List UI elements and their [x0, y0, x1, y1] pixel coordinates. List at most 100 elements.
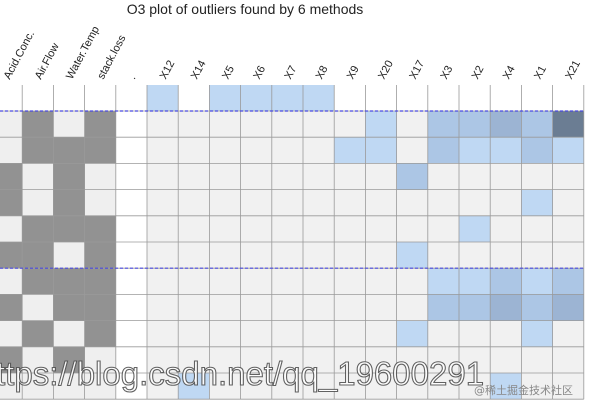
outlier-cell [147, 242, 179, 269]
variable-cell [84, 242, 116, 269]
outlier-cell [427, 373, 459, 400]
outlier-cell [271, 346, 303, 373]
variable-cell [84, 137, 116, 164]
header-cell [521, 85, 553, 111]
variable-cell [115, 294, 147, 321]
column-label: X17 [407, 58, 427, 81]
outlier-cell [490, 163, 522, 190]
variable-cell [22, 111, 54, 138]
variable-cell [115, 111, 147, 138]
variable-cell [84, 268, 116, 295]
outlier-cell [490, 268, 522, 295]
outlier-cell [271, 111, 303, 138]
outlier-cell [365, 242, 397, 269]
variable-cell [22, 320, 54, 347]
variable-cell [53, 215, 85, 242]
chart-title: O3 plot of outliers found by 6 methods [127, 1, 364, 17]
header-cell [147, 85, 179, 111]
outlier-cell [427, 163, 459, 190]
outlier-cell [490, 294, 522, 321]
column-label: X14 [189, 58, 209, 81]
outlier-cell [334, 346, 366, 373]
variable-cell [22, 163, 54, 190]
variable-cell [84, 189, 116, 216]
outlier-cell [303, 163, 335, 190]
outlier-cell [271, 189, 303, 216]
outlier-cell [365, 373, 397, 400]
header-cell [427, 85, 459, 111]
outlier-cell [334, 294, 366, 321]
variable-cell [22, 294, 54, 321]
outlier-cell [365, 346, 397, 373]
outlier-cell [303, 111, 335, 138]
outlier-cell [396, 137, 428, 164]
outlier-cell [396, 111, 428, 138]
outlier-cell [303, 294, 335, 321]
outlier-cell [521, 268, 553, 295]
variable-cell [53, 294, 85, 321]
outlier-cell [459, 242, 491, 269]
variable-cell [53, 268, 85, 295]
outlier-cell [271, 137, 303, 164]
outlier-cell [334, 242, 366, 269]
outlier-cell [490, 373, 522, 400]
outlier-cell [427, 111, 459, 138]
column-label: X8 [314, 64, 331, 82]
outlier-cell [459, 111, 491, 138]
outlier-cell [303, 215, 335, 242]
outlier-cell [490, 242, 522, 269]
outlier-cell [147, 346, 179, 373]
variable-cell [115, 163, 147, 190]
outlier-cell [365, 294, 397, 321]
variable-cell [115, 320, 147, 347]
variable-cell [84, 215, 116, 242]
outlier-cell [240, 111, 272, 138]
outlier-cell [521, 242, 553, 269]
outlier-cell [552, 346, 584, 373]
outlier-cell [240, 163, 272, 190]
variable-cell [22, 373, 54, 400]
outlier-cell [552, 294, 584, 321]
variable-cell [84, 320, 116, 347]
outlier-cell [240, 320, 272, 347]
variable-cell [22, 137, 54, 164]
outlier-cell [178, 215, 210, 242]
variable-cell [0, 294, 23, 321]
outlier-cell [334, 163, 366, 190]
outlier-cell [490, 346, 522, 373]
variable-cell [53, 111, 85, 138]
outlier-cell [209, 242, 241, 269]
variable-cell [0, 163, 23, 190]
variable-cell [115, 137, 147, 164]
outlier-cell [303, 320, 335, 347]
outlier-cell [334, 215, 366, 242]
outlier-cell [490, 215, 522, 242]
variable-cell [0, 189, 23, 216]
header-cell [303, 85, 335, 111]
outlier-cell [147, 294, 179, 321]
heatmap-cells [0, 85, 584, 400]
outlier-cell [396, 320, 428, 347]
outlier-cell [521, 111, 553, 138]
variable-cell [0, 346, 23, 373]
outlier-cell [209, 373, 241, 400]
outlier-cell [303, 268, 335, 295]
variable-cell [22, 215, 54, 242]
outlier-cell [209, 215, 241, 242]
outlier-cell [240, 242, 272, 269]
outlier-cell [271, 215, 303, 242]
outlier-cell [240, 294, 272, 321]
outlier-cell [178, 189, 210, 216]
variable-cell [115, 189, 147, 216]
outlier-cell [521, 346, 553, 373]
variable-cell [0, 373, 23, 400]
outlier-cell [521, 137, 553, 164]
variable-cell [53, 320, 85, 347]
outlier-cell [303, 346, 335, 373]
outlier-cell [178, 137, 210, 164]
column-label: X4 [501, 64, 518, 82]
variable-cell [53, 189, 85, 216]
outlier-cell [271, 163, 303, 190]
